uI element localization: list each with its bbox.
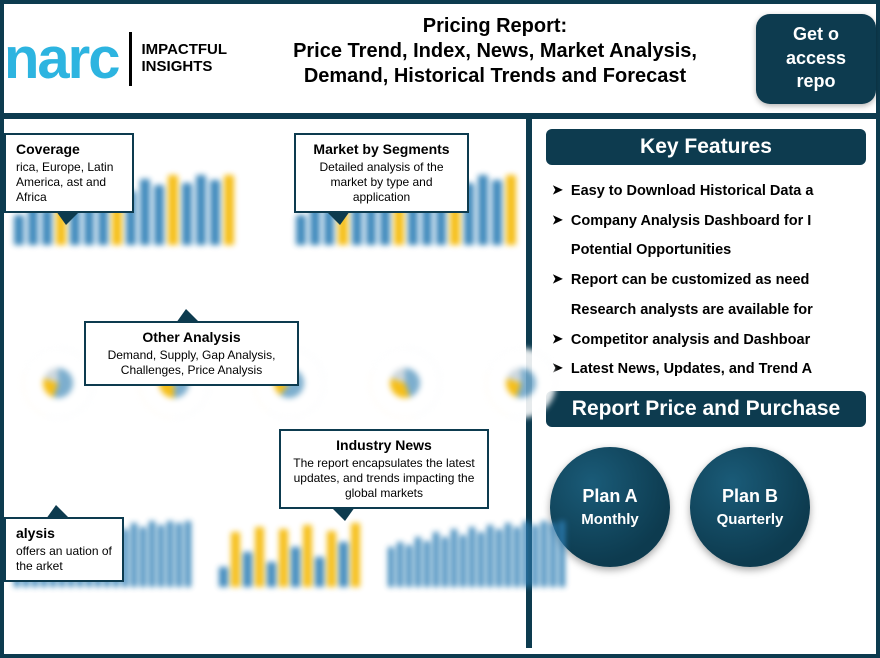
dashboard-preview: Coveragerica, Europe, Latin America, ast… bbox=[4, 119, 532, 648]
brand-logo: narc bbox=[4, 25, 119, 92]
callout-industry-news: Industry NewsThe report encapsulates the… bbox=[279, 429, 489, 509]
key-features-list: Easy to Download Historical Data aCompan… bbox=[546, 175, 866, 391]
feature-item: Latest News, Updates, and Trend A bbox=[552, 355, 866, 385]
feature-item: Company Analysis Dashboard for I Potenti… bbox=[552, 207, 866, 266]
callout-segments: Market by SegmentsDetailed analysis of t… bbox=[294, 133, 469, 213]
feature-item: Easy to Download Historical Data a bbox=[552, 177, 866, 207]
brand-tagline: IMPACTFULINSIGHTS bbox=[142, 42, 228, 75]
feature-item: Report can be customized as need Researc… bbox=[552, 266, 866, 325]
callout-coverage: Coveragerica, Europe, Latin America, ast… bbox=[4, 133, 134, 213]
callout-analysis: alysisoffers an uation of the arket bbox=[4, 517, 124, 582]
plan-badge[interactable]: Plan AMonthly bbox=[550, 447, 670, 567]
purchase-heading: Report Price and Purchase bbox=[546, 391, 866, 427]
plan-badge[interactable]: Plan BQuarterly bbox=[690, 447, 810, 567]
key-features-heading: Key Features bbox=[546, 129, 866, 165]
logo-divider bbox=[129, 32, 132, 86]
callout-other-analysis: Other AnalysisDemand, Supply, Gap Analys… bbox=[84, 321, 299, 386]
feature-item: Competitor analysis and Dashboar bbox=[552, 326, 866, 356]
page-title: Pricing Report:Price Trend, Index, News,… bbox=[264, 14, 726, 89]
get-access-button[interactable]: Get oaccessrepo bbox=[756, 14, 876, 104]
